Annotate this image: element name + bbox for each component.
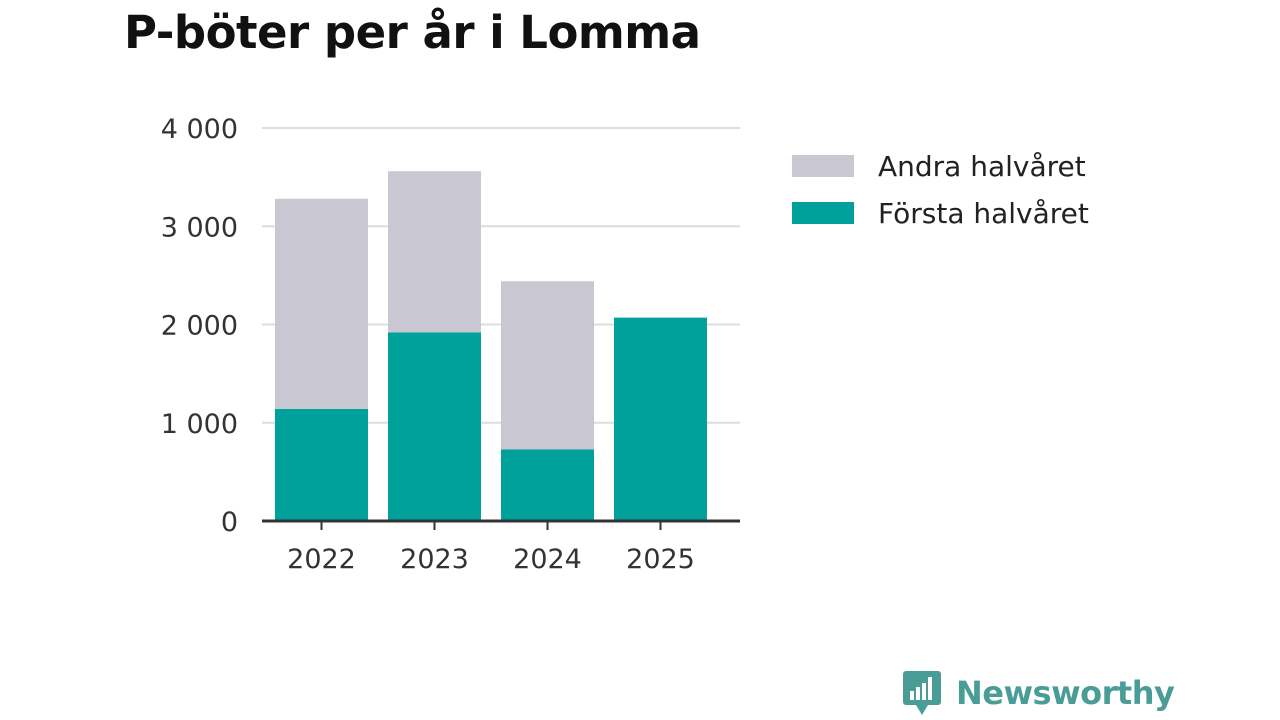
legend-swatch — [792, 202, 854, 224]
chart-title: P-böter per år i Lomma — [124, 6, 701, 59]
x-tick-label: 2025 — [626, 544, 695, 575]
bar-andra-halvaret-2024 — [501, 281, 594, 450]
legend-swatch — [792, 155, 854, 177]
bar-forsta-halvaret-2025 — [614, 317, 707, 521]
bar-forsta-halvaret-2024 — [501, 449, 594, 521]
x-tick-label: 2023 — [400, 544, 469, 575]
brand-name: Newsworthy — [956, 674, 1175, 712]
x-tick-label: 2024 — [513, 544, 582, 575]
y-tick-label: 4 000 — [161, 114, 238, 145]
bar-andra-halvaret-2023 — [388, 171, 481, 333]
brand-logo: Newsworthy — [902, 668, 1175, 718]
bar-forsta-halvaret-2023 — [388, 332, 481, 521]
axes: 0 1 000 2 000 3 000 4 000 2022 2023 2024 2025 — [161, 114, 740, 575]
legend: Andra halvåret Första halvåret — [792, 150, 1089, 230]
bar-chart-speech-bubble-icon — [903, 671, 941, 715]
legend-label: Första halvåret — [878, 197, 1089, 230]
bars — [275, 171, 707, 521]
bar-forsta-halvaret-2022 — [275, 408, 368, 521]
y-tick-label: 3 000 — [161, 212, 238, 243]
legend-label: Andra halvåret — [878, 150, 1086, 183]
bar-andra-halvaret-2022 — [275, 198, 368, 409]
y-tick-label: 1 000 — [161, 409, 238, 440]
x-tick-label: 2022 — [287, 544, 356, 575]
y-tick-label: 0 — [221, 507, 238, 538]
y-tick-label: 2 000 — [161, 311, 238, 342]
